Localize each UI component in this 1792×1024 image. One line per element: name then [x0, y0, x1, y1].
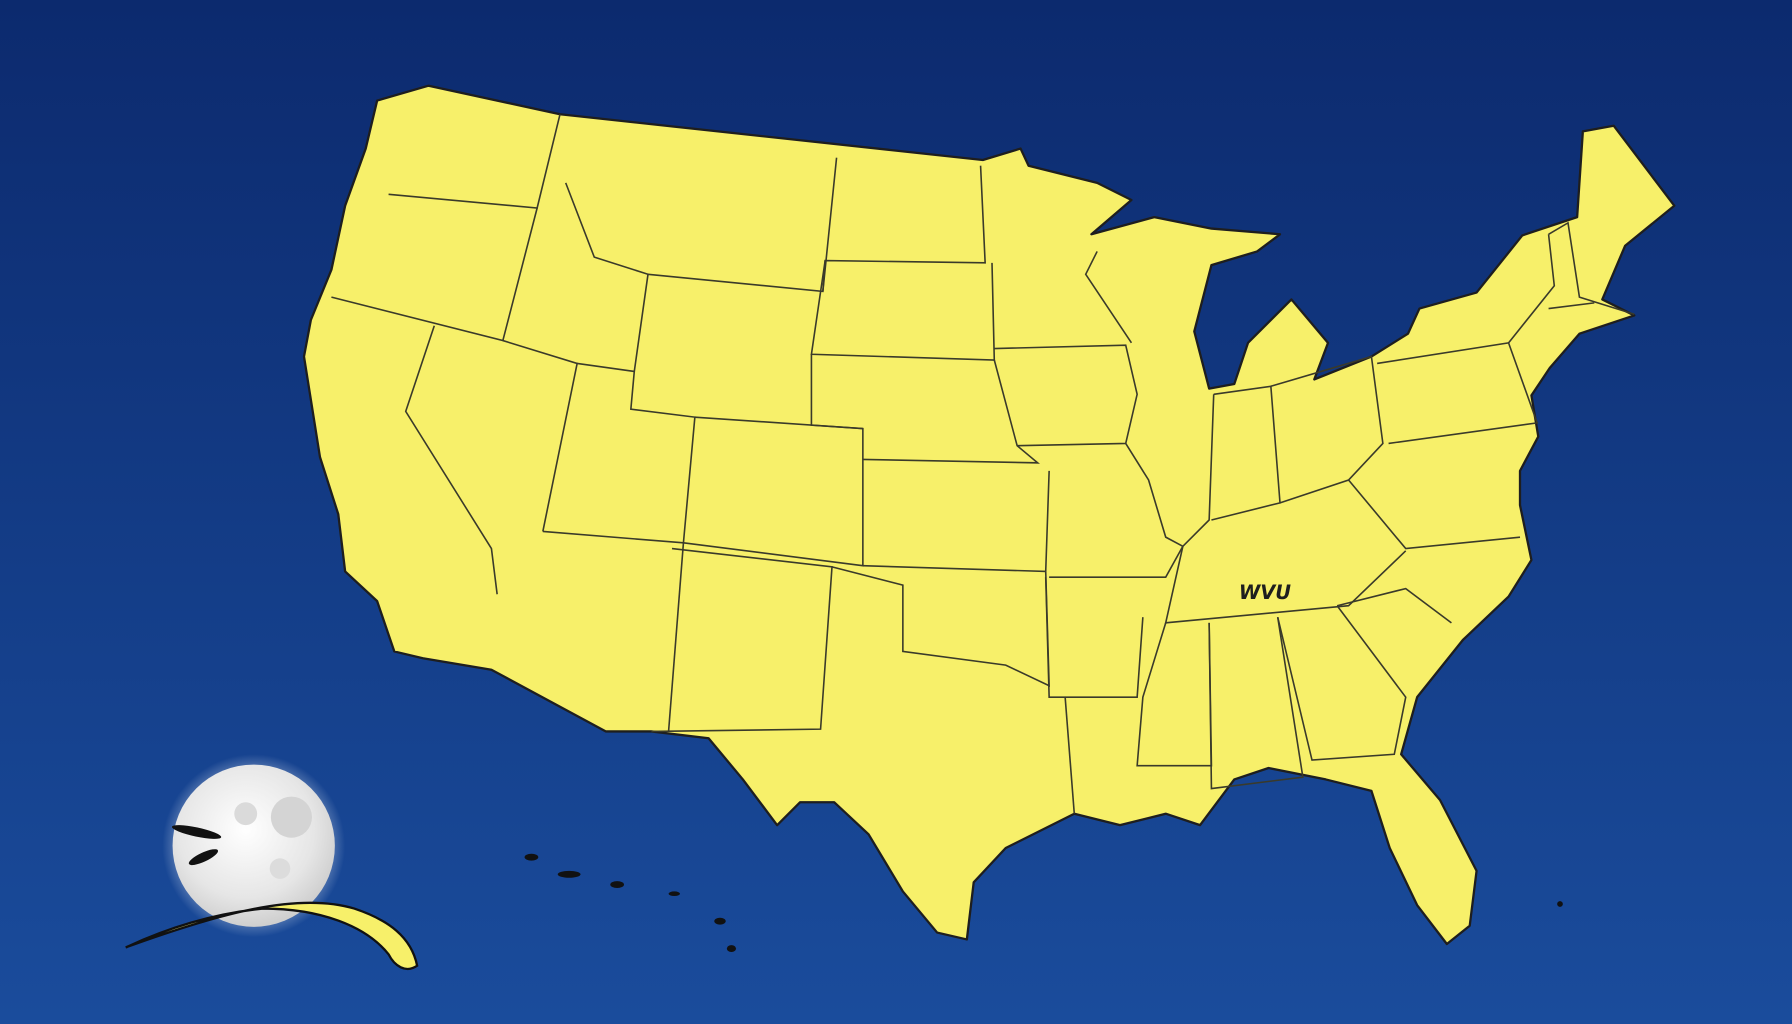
us-landmass	[302, 84, 1676, 946]
region-label: WVU	[1239, 581, 1291, 604]
islands	[524, 853, 1563, 952]
comet-tail-icon	[125, 901, 419, 971]
moon-icon	[162, 754, 346, 938]
state-borders	[331, 114, 1635, 814]
